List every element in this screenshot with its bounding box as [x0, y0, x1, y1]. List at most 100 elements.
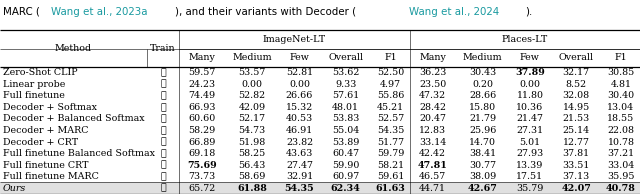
Text: Zero-Shot CLIP: Zero-Shot CLIP: [3, 68, 77, 77]
Text: Decoder + CRT: Decoder + CRT: [3, 138, 77, 146]
Text: ImageNet-LT: ImageNet-LT: [263, 35, 326, 44]
Text: 58.25: 58.25: [239, 149, 266, 158]
Text: 58.69: 58.69: [239, 172, 266, 181]
Text: Many: Many: [189, 53, 216, 62]
Text: 23.50: 23.50: [419, 80, 446, 89]
Text: MARC (: MARC (: [3, 7, 40, 17]
Text: 24.23: 24.23: [189, 80, 216, 89]
Text: 75.69: 75.69: [188, 161, 217, 170]
Text: 0.00: 0.00: [520, 80, 540, 89]
Text: Places-LT: Places-LT: [502, 35, 548, 44]
Text: Full finetune Balanced Softmax: Full finetune Balanced Softmax: [3, 149, 155, 158]
Text: 32.91: 32.91: [286, 172, 313, 181]
Text: 57.61: 57.61: [332, 91, 359, 100]
Text: 53.57: 53.57: [239, 68, 266, 77]
Text: 27.31: 27.31: [516, 126, 543, 135]
Text: 53.62: 53.62: [332, 68, 360, 77]
Text: 46.57: 46.57: [419, 172, 446, 181]
Text: 22.08: 22.08: [607, 126, 634, 135]
Text: ✓: ✓: [160, 149, 166, 158]
Text: 42.07: 42.07: [561, 184, 591, 193]
Text: 42.42: 42.42: [419, 149, 446, 158]
Text: 32.08: 32.08: [563, 91, 589, 100]
Text: 5.01: 5.01: [519, 138, 540, 146]
Text: 44.71: 44.71: [419, 184, 446, 193]
Text: 69.18: 69.18: [189, 149, 216, 158]
Text: 25.96: 25.96: [469, 126, 496, 135]
Text: 37.81: 37.81: [563, 149, 589, 158]
Text: 17.51: 17.51: [516, 172, 543, 181]
Text: 52.82: 52.82: [239, 91, 266, 100]
Text: Decoder + Softmax: Decoder + Softmax: [3, 103, 97, 112]
Text: 60.60: 60.60: [189, 114, 216, 123]
Text: ✓: ✓: [160, 80, 166, 89]
Text: 12.77: 12.77: [563, 138, 589, 146]
Text: 58.21: 58.21: [377, 161, 404, 170]
Text: Train: Train: [150, 44, 176, 53]
Text: 59.61: 59.61: [377, 172, 404, 181]
Text: 33.14: 33.14: [419, 138, 446, 146]
Text: Decoder + Balanced Softmax: Decoder + Balanced Softmax: [3, 114, 144, 123]
Text: 14.70: 14.70: [469, 138, 496, 146]
Text: ✓: ✓: [160, 126, 166, 135]
Text: Full finetune: Full finetune: [3, 91, 65, 100]
Text: 14.95: 14.95: [563, 103, 590, 112]
Text: 30.40: 30.40: [607, 91, 634, 100]
Text: 10.36: 10.36: [516, 103, 543, 112]
Text: 60.47: 60.47: [332, 149, 359, 158]
Text: 21.47: 21.47: [516, 114, 543, 123]
Text: 58.29: 58.29: [189, 126, 216, 135]
Text: 52.17: 52.17: [239, 114, 266, 123]
Text: 28.42: 28.42: [419, 103, 446, 112]
Text: Full finetune MARC: Full finetune MARC: [3, 172, 99, 181]
Text: 40.78: 40.78: [606, 184, 636, 193]
Text: 20.47: 20.47: [419, 114, 446, 123]
Text: 30.77: 30.77: [469, 161, 496, 170]
Text: Few: Few: [289, 53, 309, 62]
Text: Method: Method: [55, 44, 92, 53]
Text: 4.97: 4.97: [380, 80, 401, 89]
Text: 37.13: 37.13: [563, 172, 590, 181]
Text: Wang et al., 2023a: Wang et al., 2023a: [51, 7, 147, 17]
Text: 0.20: 0.20: [472, 80, 493, 89]
Text: ✓: ✓: [160, 103, 166, 112]
Text: ✓: ✓: [160, 172, 166, 181]
Text: 53.83: 53.83: [332, 114, 360, 123]
Text: 21.79: 21.79: [469, 114, 496, 123]
Text: 52.50: 52.50: [377, 68, 404, 77]
Text: 56.43: 56.43: [239, 161, 266, 170]
Text: Overall: Overall: [559, 53, 594, 62]
Text: 35.95: 35.95: [607, 172, 635, 181]
Text: 11.80: 11.80: [516, 91, 543, 100]
Text: Medium: Medium: [463, 53, 502, 62]
Text: 32.17: 32.17: [563, 68, 589, 77]
Text: 47.32: 47.32: [419, 91, 446, 100]
Text: 15.80: 15.80: [469, 103, 496, 112]
Text: 54.35: 54.35: [285, 184, 314, 193]
Text: ), and their variants with Decoder (: ), and their variants with Decoder (: [175, 7, 356, 17]
Text: 38.09: 38.09: [469, 172, 496, 181]
Text: 25.14: 25.14: [563, 126, 589, 135]
Text: 43.63: 43.63: [286, 149, 313, 158]
Text: 59.57: 59.57: [189, 68, 216, 77]
Text: ✓: ✓: [160, 91, 166, 100]
Text: 18.55: 18.55: [607, 114, 634, 123]
Text: ✓: ✓: [160, 161, 166, 170]
Text: 54.73: 54.73: [239, 126, 266, 135]
Text: 27.93: 27.93: [516, 149, 543, 158]
Text: 52.81: 52.81: [286, 68, 313, 77]
Text: 30.85: 30.85: [607, 68, 634, 77]
Text: Full finetune CRT: Full finetune CRT: [3, 161, 88, 170]
Text: 10.78: 10.78: [607, 138, 634, 146]
Text: 13.04: 13.04: [607, 103, 634, 112]
Text: 73.73: 73.73: [189, 172, 216, 181]
Text: 33.04: 33.04: [607, 161, 634, 170]
Text: Overall: Overall: [328, 53, 364, 62]
Text: 74.49: 74.49: [189, 91, 216, 100]
Text: 12.83: 12.83: [419, 126, 446, 135]
Bar: [0, 182, 640, 194]
Text: 30.43: 30.43: [469, 68, 496, 77]
Text: 66.93: 66.93: [188, 103, 216, 112]
Text: ✓: ✓: [160, 68, 166, 77]
Text: 26.66: 26.66: [286, 91, 313, 100]
